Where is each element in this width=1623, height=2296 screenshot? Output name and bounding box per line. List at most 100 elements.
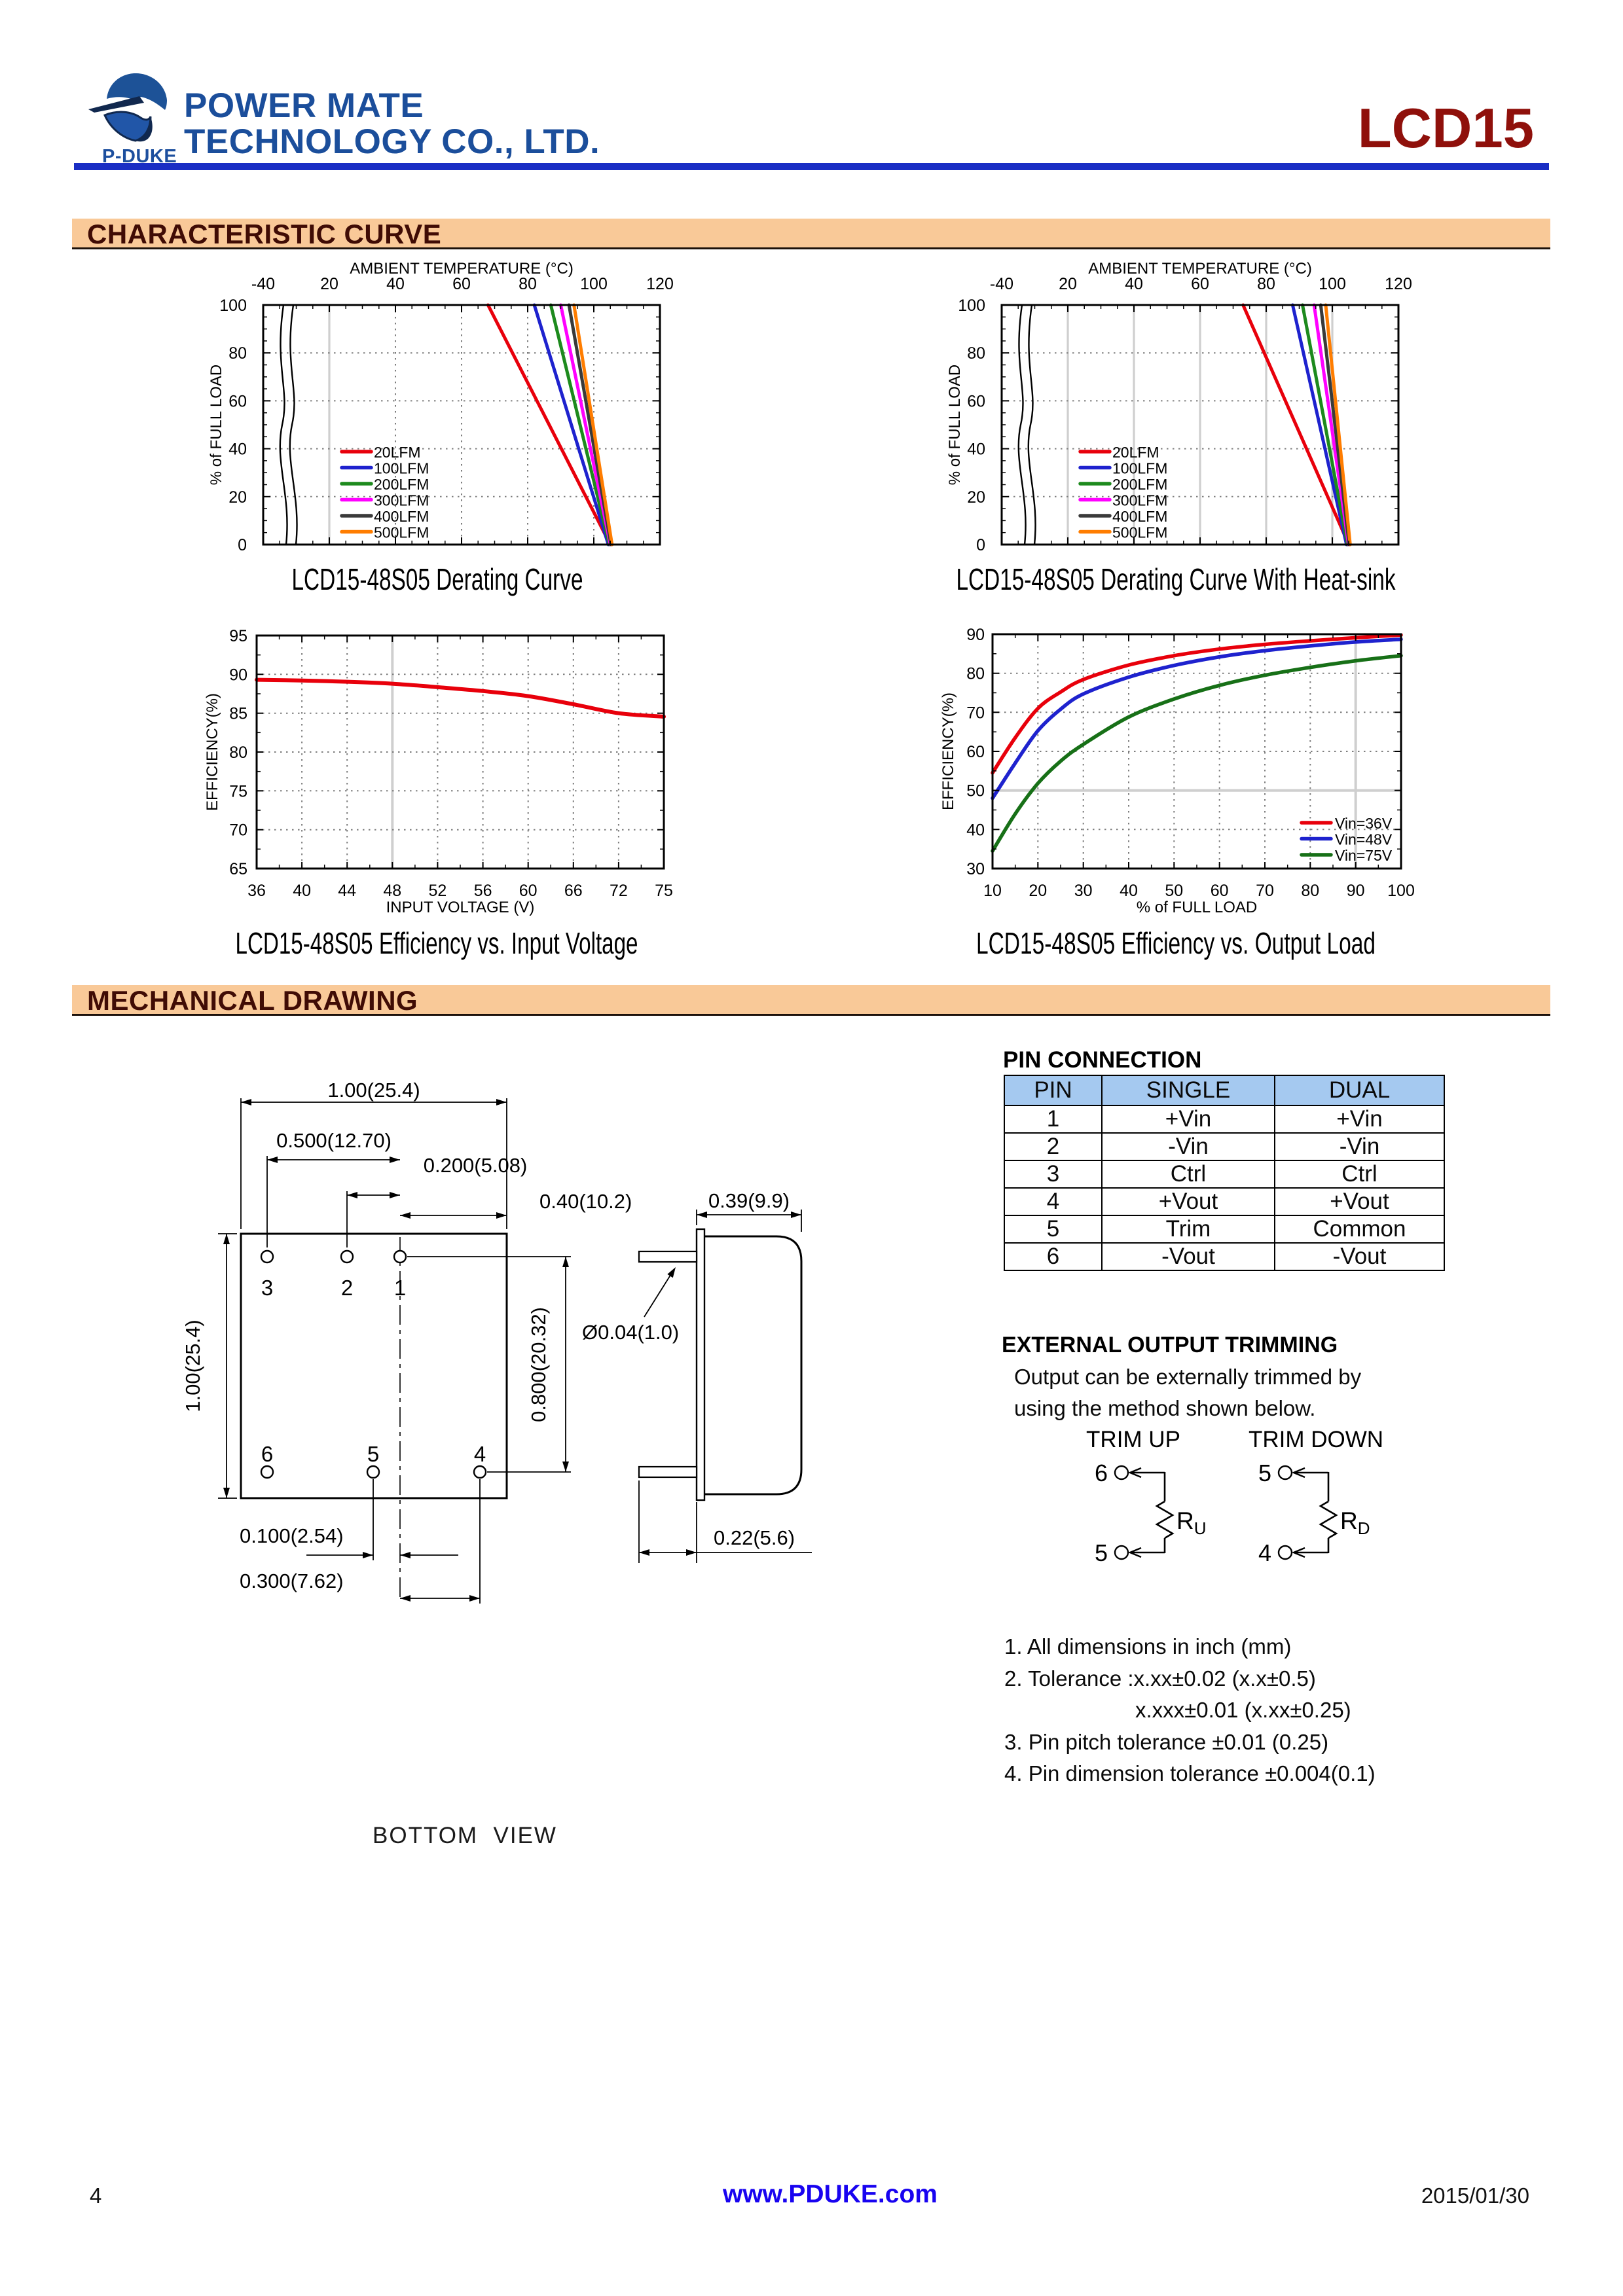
svg-text:LCD15-48S05 Derating Curve Wit: LCD15-48S05 Derating Curve With Heat-sin… bbox=[957, 562, 1396, 596]
svg-text:5: 5 bbox=[1258, 1460, 1271, 1486]
svg-text:80: 80 bbox=[1257, 275, 1275, 293]
svg-text:95: 95 bbox=[229, 627, 247, 645]
svg-text:0: 0 bbox=[976, 536, 985, 554]
svg-text:1.00(25.4): 1.00(25.4) bbox=[181, 1319, 204, 1412]
svg-text:Vin=36V: Vin=36V bbox=[1335, 815, 1393, 832]
svg-text:20: 20 bbox=[228, 488, 247, 507]
svg-text:60: 60 bbox=[966, 743, 985, 761]
svg-text:20: 20 bbox=[1029, 882, 1047, 900]
svg-text:80: 80 bbox=[519, 275, 537, 293]
svg-text:6: 6 bbox=[1095, 1460, 1108, 1486]
svg-text:TRIM UP: TRIM UP bbox=[1086, 1427, 1180, 1452]
svg-text:90: 90 bbox=[229, 666, 247, 684]
svg-text:70: 70 bbox=[966, 704, 985, 722]
svg-text:5: 5 bbox=[367, 1442, 379, 1466]
svg-text:3: 3 bbox=[261, 1276, 273, 1300]
svg-text:100LFM: 100LFM bbox=[374, 460, 429, 477]
svg-text:4: 4 bbox=[474, 1442, 486, 1466]
svg-text:75: 75 bbox=[229, 782, 247, 800]
svg-text:90: 90 bbox=[1347, 882, 1365, 900]
svg-text:% of FULL LOAD: % of FULL LOAD bbox=[1137, 899, 1258, 916]
svg-text:56: 56 bbox=[474, 882, 492, 900]
svg-text:52: 52 bbox=[428, 882, 447, 900]
svg-text:LCD15-48S05 Efficiency vs. Inp: LCD15-48S05 Efficiency vs. Input Voltage bbox=[236, 926, 638, 960]
svg-text:400LFM: 400LFM bbox=[374, 508, 429, 525]
svg-text:0.100(2.54): 0.100(2.54) bbox=[240, 1524, 344, 1547]
svg-text:Ø0.04(1.0): Ø0.04(1.0) bbox=[582, 1321, 679, 1344]
svg-text:% of FULL LOAD: % of FULL LOAD bbox=[208, 365, 225, 486]
svg-text:80: 80 bbox=[966, 665, 985, 683]
svg-text:40: 40 bbox=[228, 440, 247, 459]
svg-text:60: 60 bbox=[1191, 275, 1209, 293]
svg-text:40: 40 bbox=[967, 440, 985, 459]
svg-text:40: 40 bbox=[1125, 275, 1143, 293]
svg-text:LCD15-48S05 Efficiency vs. Out: LCD15-48S05 Efficiency vs. Output Load bbox=[976, 926, 1376, 960]
svg-text:20: 20 bbox=[320, 275, 338, 293]
svg-text:0.22(5.6): 0.22(5.6) bbox=[714, 1526, 795, 1549]
svg-text:66: 66 bbox=[564, 882, 583, 900]
svg-text:10: 10 bbox=[983, 882, 1002, 900]
svg-text:INPUT VOLTAGE (V): INPUT VOLTAGE (V) bbox=[386, 899, 535, 916]
svg-text:500LFM: 500LFM bbox=[1112, 524, 1167, 541]
svg-text:-40: -40 bbox=[251, 275, 275, 293]
svg-text:70: 70 bbox=[229, 821, 247, 840]
svg-text:36: 36 bbox=[247, 882, 266, 900]
svg-text:0.300(7.62): 0.300(7.62) bbox=[240, 1570, 344, 1592]
svg-text:% of FULL LOAD: % of FULL LOAD bbox=[946, 365, 964, 486]
svg-text:200LFM: 200LFM bbox=[374, 476, 429, 493]
svg-text:80: 80 bbox=[228, 344, 247, 363]
svg-text:20LFM: 20LFM bbox=[374, 444, 421, 461]
svg-text:75: 75 bbox=[655, 882, 673, 900]
svg-text:60: 60 bbox=[228, 392, 247, 410]
svg-text:6: 6 bbox=[261, 1442, 273, 1466]
svg-text:AMBIENT TEMPERATURE (°C): AMBIENT TEMPERATURE (°C) bbox=[350, 260, 574, 278]
svg-text:AMBIENT TEMPERATURE (°C): AMBIENT TEMPERATURE (°C) bbox=[1088, 260, 1312, 278]
svg-text:40: 40 bbox=[1120, 882, 1138, 900]
svg-text:0: 0 bbox=[238, 536, 247, 554]
svg-text:40: 40 bbox=[386, 275, 405, 293]
svg-text:30: 30 bbox=[966, 860, 985, 878]
svg-text:0.39(9.9): 0.39(9.9) bbox=[708, 1189, 790, 1212]
svg-text:Vin=48V: Vin=48V bbox=[1335, 831, 1393, 848]
svg-text:RU: RU bbox=[1176, 1507, 1207, 1538]
svg-text:30: 30 bbox=[1074, 882, 1093, 900]
svg-text:40: 40 bbox=[966, 821, 985, 839]
svg-text:100: 100 bbox=[958, 296, 985, 315]
svg-text:50: 50 bbox=[966, 782, 985, 800]
svg-text:200LFM: 200LFM bbox=[1112, 476, 1167, 493]
svg-text:5: 5 bbox=[1095, 1539, 1108, 1566]
svg-text:85: 85 bbox=[229, 705, 247, 723]
svg-text:48: 48 bbox=[383, 882, 401, 900]
svg-text:100LFM: 100LFM bbox=[1112, 460, 1167, 477]
svg-text:-40: -40 bbox=[990, 275, 1013, 293]
svg-text:100: 100 bbox=[1319, 275, 1346, 293]
svg-text:72: 72 bbox=[610, 882, 628, 900]
svg-text:100: 100 bbox=[580, 275, 608, 293]
svg-text:400LFM: 400LFM bbox=[1112, 508, 1167, 525]
svg-text:0.200(5.08): 0.200(5.08) bbox=[424, 1154, 528, 1177]
svg-text:RD: RD bbox=[1340, 1507, 1370, 1538]
svg-text:50: 50 bbox=[1165, 882, 1183, 900]
svg-text:1.00(25.4): 1.00(25.4) bbox=[327, 1079, 420, 1102]
svg-text:4: 4 bbox=[1258, 1539, 1271, 1566]
svg-text:1: 1 bbox=[394, 1276, 406, 1300]
svg-text:80: 80 bbox=[229, 744, 247, 762]
svg-text:TRIM DOWN: TRIM DOWN bbox=[1249, 1427, 1383, 1452]
svg-text:2: 2 bbox=[341, 1276, 353, 1300]
svg-text:100: 100 bbox=[1387, 882, 1415, 900]
svg-text:120: 120 bbox=[1385, 275, 1412, 293]
svg-text:20LFM: 20LFM bbox=[1112, 444, 1159, 461]
svg-text:60: 60 bbox=[452, 275, 471, 293]
svg-text:BOTTOM VIEW: BOTTOM VIEW bbox=[373, 1823, 557, 1848]
svg-text:20: 20 bbox=[967, 488, 985, 507]
svg-text:44: 44 bbox=[338, 882, 356, 900]
svg-text:60: 60 bbox=[1211, 882, 1229, 900]
svg-text:20: 20 bbox=[1059, 275, 1077, 293]
svg-text:80: 80 bbox=[967, 344, 985, 363]
svg-text:Vin=75V: Vin=75V bbox=[1335, 847, 1393, 864]
svg-text:300LFM: 300LFM bbox=[1112, 492, 1167, 509]
svg-text:65: 65 bbox=[229, 860, 247, 878]
svg-text:EFFICIENCY(%): EFFICIENCY(%) bbox=[939, 692, 957, 810]
svg-text:70: 70 bbox=[1256, 882, 1274, 900]
svg-text:500LFM: 500LFM bbox=[374, 524, 429, 541]
